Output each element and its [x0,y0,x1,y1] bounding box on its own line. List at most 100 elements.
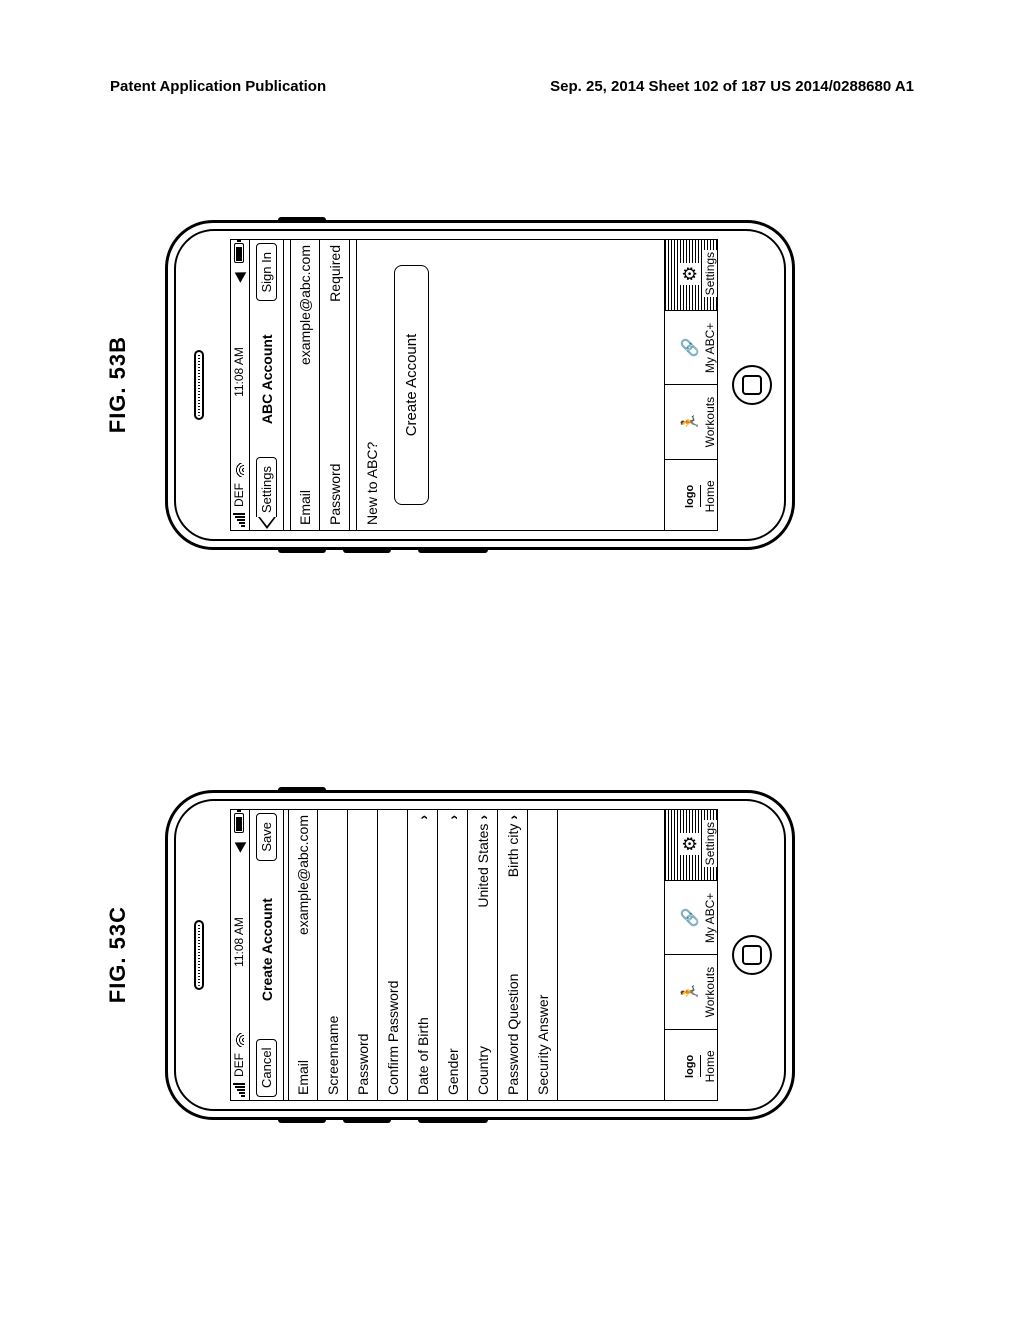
tab-label-home: Home [703,480,717,512]
speaker-slot [194,350,204,420]
signal-icon [233,513,245,527]
label-country: Country [475,1046,491,1095]
value-password: Required [327,245,343,302]
label-security-answer: Security Answer [535,995,551,1095]
tab-bar: logo Home Workouts My ABC+ [664,809,718,1101]
row-security-answer[interactable]: Security Answer [528,809,558,1101]
page-header: Patent Application Publication Sep. 25, … [110,78,914,95]
link-icon [679,337,701,359]
tab-bar: logo Home Workouts My ABC+ [664,239,718,531]
chevron-right-icon: › [415,815,431,820]
tab-label-myabc: My ABC+ [703,893,717,943]
clock: 11:08 AM [232,917,246,967]
figures-container: FIG. 53B DEF 11:08 AM [105,220,919,1120]
prompt-row: New to ABC? [356,239,386,531]
screen-53c: DEF 11:08 AM Cancel Create Account Save [230,809,718,1101]
label-question: Password Question [505,974,521,1095]
label-dob: Date of Birth [415,1017,431,1095]
clock: 11:08 AM [232,347,246,397]
row-screenname[interactable]: Screenname [318,809,348,1101]
label-email: Email [295,1060,311,1095]
carrier-label: DEF [232,483,246,507]
link-icon [679,907,701,929]
row-country[interactable]: Country United States › [468,809,498,1101]
row-dob[interactable]: Date of Birth › [408,809,438,1101]
tab-label-settings: Settings [703,820,717,867]
tab-label-home: Home [703,1050,717,1082]
header-left: Patent Application Publication [110,78,326,95]
chevron-right-icon: › [445,815,461,820]
row-confirm-password[interactable]: Confirm Password [378,809,408,1101]
location-icon [231,267,246,282]
label-gender: Gender [445,1048,461,1095]
tab-label-workouts: Workouts [703,967,717,1017]
chevron-right-icon: › [505,815,521,820]
tab-settings[interactable]: Settings [665,809,718,880]
carrier-label: DEF [232,1053,246,1077]
battery-icon [234,813,244,833]
content-53b: Email example@abc.com Password Required … [284,239,664,531]
gear-icon [679,263,701,285]
home-button[interactable] [732,365,772,405]
tab-myabc[interactable]: My ABC+ [665,880,718,954]
value-country: United States [475,824,491,908]
nav-bar: Settings ABC Account Sign In [250,239,284,531]
home-button[interactable] [732,935,772,975]
speaker-slot [194,920,204,990]
wifi-icon [234,1033,244,1047]
tab-settings[interactable]: Settings [665,239,718,310]
value-email: example@abc.com [297,245,313,365]
row-password[interactable]: Password Required [320,239,350,531]
create-account-button[interactable]: Create Account [394,265,429,505]
label-password: Password [327,464,343,525]
row-gender[interactable]: Gender › [438,809,468,1101]
gear-icon [679,833,701,855]
nav-bar: Cancel Create Account Save [250,809,284,1101]
row-question[interactable]: Password Question Birth city › [498,809,528,1101]
row-email[interactable]: Email example@abc.com [290,239,320,531]
prompt-text: New to ABC? [364,442,380,525]
tab-myabc[interactable]: My ABC+ [665,310,718,384]
figure-label-53c: FIG. 53C [105,906,131,1003]
label-screenname: Screenname [325,1016,341,1095]
signin-button[interactable]: Sign In [256,243,277,301]
signal-icon [233,1083,245,1097]
tab-home[interactable]: logo Home [665,1029,718,1101]
wifi-icon [234,463,244,477]
nav-title: Create Account [259,898,275,1001]
tab-workouts[interactable]: Workouts [665,955,718,1029]
content-53c: Email example@abc.com Screenname Passwor… [284,809,664,1101]
tab-label-myabc: My ABC+ [703,323,717,373]
value-email: example@abc.com [295,815,311,935]
tab-label-workouts: Workouts [703,397,717,447]
logo-icon: logo [679,485,701,507]
chevron-right-icon: › [475,815,491,820]
phone-53c: DEF 11:08 AM Cancel Create Account Save [165,790,795,1120]
status-bar: DEF 11:08 AM [230,239,250,531]
runner-icon [679,411,701,433]
label-confirm-password: Confirm Password [385,981,401,1095]
figure-53c: FIG. 53C DEF 11:08 AM [105,790,919,1120]
cancel-button[interactable]: Cancel [256,1039,277,1097]
logo-icon: logo [679,1055,701,1077]
figure-label-53b: FIG. 53B [105,336,131,433]
row-password[interactable]: Password [348,809,378,1101]
save-button[interactable]: Save [256,813,277,861]
row-email[interactable]: Email example@abc.com [288,809,318,1101]
runner-icon [679,981,701,1003]
label-email: Email [297,490,313,525]
back-button[interactable]: Settings [256,457,277,527]
figure-53b: FIG. 53B DEF 11:08 AM [105,220,919,550]
battery-icon [234,243,244,263]
header-right: Sep. 25, 2014 Sheet 102 of 187 US 2014/0… [550,78,914,95]
location-icon [231,837,246,852]
tab-home[interactable]: logo Home [665,459,718,531]
tab-label-settings: Settings [703,250,717,297]
value-question: Birth city [505,824,521,878]
tab-workouts[interactable]: Workouts [665,385,718,459]
status-bar: DEF 11:08 AM [230,809,250,1101]
label-password: Password [355,1034,371,1095]
nav-title: ABC Account [259,334,275,424]
screen-53b: DEF 11:08 AM Settings ABC Acc [230,239,718,531]
phone-53b: DEF 11:08 AM Settings ABC Acc [165,220,795,550]
